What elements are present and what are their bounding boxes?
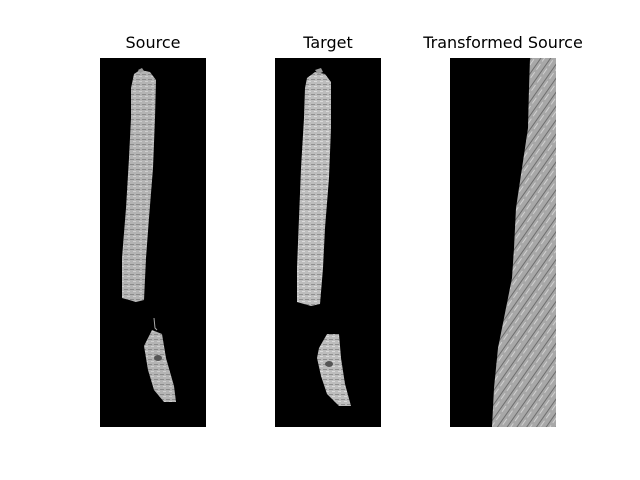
transformed-source-image (450, 58, 556, 427)
transformed-source-panel-title: Transformed Source (423, 33, 583, 52)
source-upper-fragment (122, 70, 156, 302)
target-image (275, 58, 381, 427)
target-upper-fragment (297, 72, 331, 306)
source-panel-title: Source (125, 33, 181, 52)
transformed-bone-region (492, 58, 556, 427)
source-lower-fragment (144, 330, 176, 402)
source-image (100, 58, 206, 427)
target-lower-fragment (317, 334, 351, 406)
target-panel-title: Target (303, 33, 353, 52)
